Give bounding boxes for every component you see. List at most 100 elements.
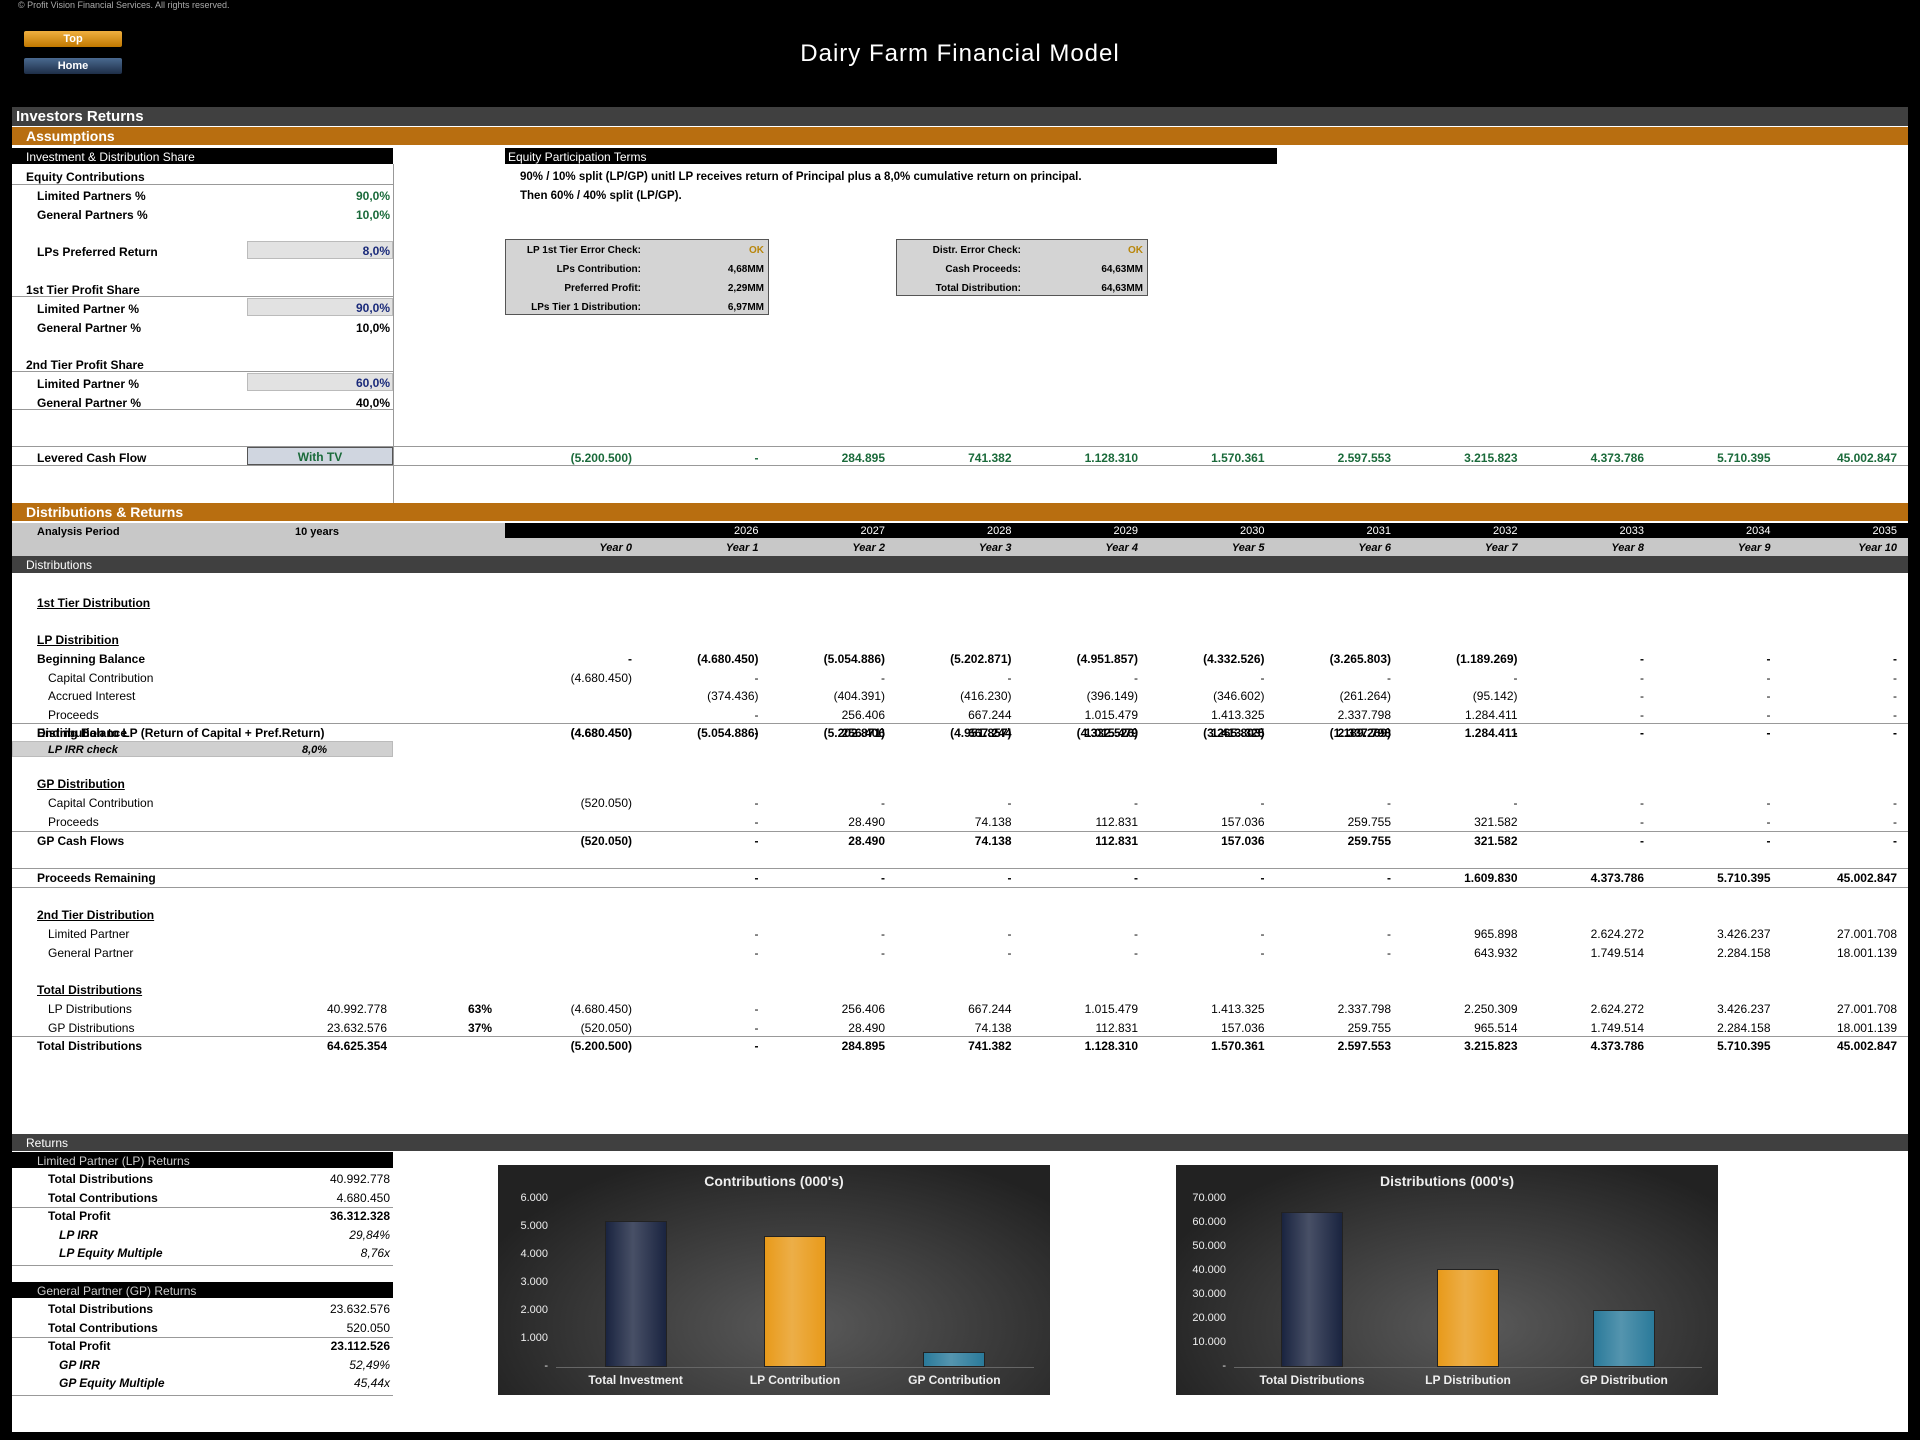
divider bbox=[12, 1337, 393, 1339]
x-tick-label: Total Investment bbox=[588, 1373, 683, 1387]
lp-row-cell: - bbox=[1766, 689, 1771, 704]
gp-returns-label: GP Equity Multiple bbox=[59, 1376, 165, 1391]
terms-header-band bbox=[505, 148, 1277, 164]
home-button[interactable]: Home bbox=[24, 58, 122, 74]
terms-header: Equity Participation Terms bbox=[508, 150, 647, 164]
grand-total-cell: (5.200.500) bbox=[570, 1039, 632, 1053]
tot-row-cell: 2.624.272 bbox=[1590, 1002, 1644, 1016]
distributions-label: Distributions bbox=[26, 558, 93, 572]
divider bbox=[12, 887, 1908, 888]
distr-check-label-3: Total Distribution: bbox=[935, 283, 1021, 294]
top-button[interactable]: Top bbox=[24, 31, 122, 47]
divider bbox=[12, 371, 393, 372]
gp-returns-label: Total Profit bbox=[48, 1339, 111, 1354]
lp-returns-label: Total Contributions bbox=[48, 1190, 158, 1205]
levered-cell: 1.128.310 bbox=[1084, 451, 1138, 465]
gp-row-cell: 112.831 bbox=[1095, 814, 1139, 829]
remaining-cell: - bbox=[1007, 871, 1012, 885]
t2-row-cell: - bbox=[1260, 945, 1265, 960]
period-label: Analysis Period bbox=[37, 526, 120, 538]
lp-returns-label: Total Distributions bbox=[48, 1172, 154, 1186]
t2-row-cell: 965.898 bbox=[1474, 927, 1518, 941]
y-tick-label: 40.000 bbox=[1192, 1264, 1226, 1276]
tier2-dist-label: 2nd Tier Distribution bbox=[37, 908, 155, 922]
tv-option[interactable]: With TV bbox=[297, 450, 343, 464]
tot-row-cell: 112.831 bbox=[1095, 1020, 1139, 1035]
divider bbox=[12, 868, 1908, 869]
t2-lp-value[interactable]: 60,0% bbox=[355, 376, 390, 390]
gp-row-cell: - bbox=[754, 796, 759, 810]
lp-row-cell: 256.406 bbox=[841, 707, 885, 722]
irr-check-label: LP IRR check bbox=[48, 744, 118, 756]
gp-cf-cell: - bbox=[1766, 834, 1771, 848]
tot-row-cell: 27.001.708 bbox=[1836, 1002, 1897, 1016]
grand-total-cell: 3.215.823 bbox=[1464, 1039, 1518, 1053]
lp-row-cell: (374.436) bbox=[707, 689, 759, 704]
tot-row-cell: - bbox=[754, 1002, 759, 1016]
tot-row-cell: 667.244 bbox=[968, 1002, 1012, 1016]
tot-row-cell: 259.755 bbox=[1347, 1020, 1391, 1035]
divider bbox=[12, 184, 393, 185]
lp-row-cell: (4.680.450) bbox=[570, 670, 632, 685]
t2-row-cell: - bbox=[1387, 945, 1391, 960]
lp-row-cell: (4.951.857) bbox=[1076, 652, 1138, 666]
gp-dist-label: GP Distribution bbox=[37, 777, 125, 791]
gp-row-label: Proceeds bbox=[48, 814, 99, 829]
t1-gp-label: General Partner % bbox=[37, 321, 142, 335]
tier1-label: 1st Tier Profit Share bbox=[26, 283, 140, 297]
t2-gp-value: 40,0% bbox=[355, 396, 390, 410]
pref-value[interactable]: 8,0% bbox=[362, 244, 390, 258]
lp-pct-value: 90,0% bbox=[355, 189, 390, 203]
lp-row-cell: (4.680.450) bbox=[570, 726, 632, 741]
lp-row-cell: 1.015.479 bbox=[1084, 707, 1138, 722]
lp-row-cell: - bbox=[754, 707, 759, 722]
distlp-cell: 256.406 bbox=[841, 726, 885, 740]
tier1-dist-label: 1st Tier Distribution bbox=[37, 596, 151, 610]
year-label: 2028 bbox=[987, 525, 1012, 537]
gp-row-cell: - bbox=[1007, 796, 1012, 810]
gp-returns-label: Total Contributions bbox=[48, 1320, 158, 1335]
t1-lp-input[interactable] bbox=[247, 298, 393, 316]
t2-row-cell: 1.749.514 bbox=[1590, 945, 1644, 960]
lp-row-cell: - bbox=[628, 652, 632, 666]
gp-cf-cell: - bbox=[1640, 834, 1644, 848]
lp-row-cell: (5.202.871) bbox=[823, 726, 885, 741]
tot-row-cell: 18.001.139 bbox=[1836, 1020, 1897, 1035]
contributions-chart: Contributions (000's) - 1.000 2.000 3.000 4.0… bbox=[498, 1165, 1050, 1395]
levered-cell: (5.200.500) bbox=[570, 451, 632, 465]
gp-row-cell: - bbox=[1513, 796, 1518, 810]
t2-row-cell: 27.001.708 bbox=[1836, 927, 1897, 941]
lp-returns-value: 40.992.778 bbox=[329, 1172, 390, 1186]
distlp-cell: - bbox=[1893, 726, 1897, 740]
year-label: 2029 bbox=[1113, 525, 1138, 537]
lp-row-label: Proceeds bbox=[48, 707, 99, 722]
lp-row-cell: (261.264) bbox=[1339, 689, 1391, 704]
lp-row-cell: (4.332.526) bbox=[1203, 652, 1265, 666]
lp-row-cell: 1.284.411 bbox=[1465, 707, 1518, 722]
lp-row-cell: - bbox=[881, 670, 885, 685]
distributions-band bbox=[12, 556, 1908, 573]
lp-check-label-4: LPs Tier 1 Distribution: bbox=[531, 302, 641, 313]
gp-row-cell: - bbox=[1893, 814, 1897, 829]
grand-total-cell: 1.570.361 bbox=[1211, 1039, 1265, 1053]
t2-row-cell: - bbox=[881, 945, 885, 960]
lp-row-cell: - bbox=[1640, 652, 1644, 666]
returns-label: Returns bbox=[26, 1136, 69, 1150]
lp-row-cell: - bbox=[1387, 670, 1391, 685]
gp-row-cell: 74.138 bbox=[974, 814, 1012, 829]
t2-lp-input[interactable] bbox=[247, 373, 393, 391]
distlp-cell: - bbox=[1766, 726, 1771, 740]
gp-cf-label: GP Cash Flows bbox=[37, 834, 125, 848]
lp-returns-label: LP Equity Multiple bbox=[59, 1246, 163, 1261]
tot-row-cell: 2.337.798 bbox=[1337, 1002, 1391, 1016]
t1-lp-value[interactable]: 90,0% bbox=[355, 301, 390, 315]
pref-input[interactable] bbox=[247, 241, 393, 259]
year-number: Year 5 bbox=[1231, 542, 1265, 554]
t1-gp-value: 10,0% bbox=[355, 321, 390, 335]
t2-row-label: Limited Partner bbox=[48, 927, 130, 941]
remaining-cell: - bbox=[881, 871, 885, 885]
lp-row-cell: - bbox=[1766, 726, 1771, 741]
tv-selector[interactable] bbox=[247, 447, 393, 465]
tot-row-sum: 40.992.778 bbox=[326, 1002, 387, 1016]
gp-cf-cell: - bbox=[1893, 834, 1897, 848]
